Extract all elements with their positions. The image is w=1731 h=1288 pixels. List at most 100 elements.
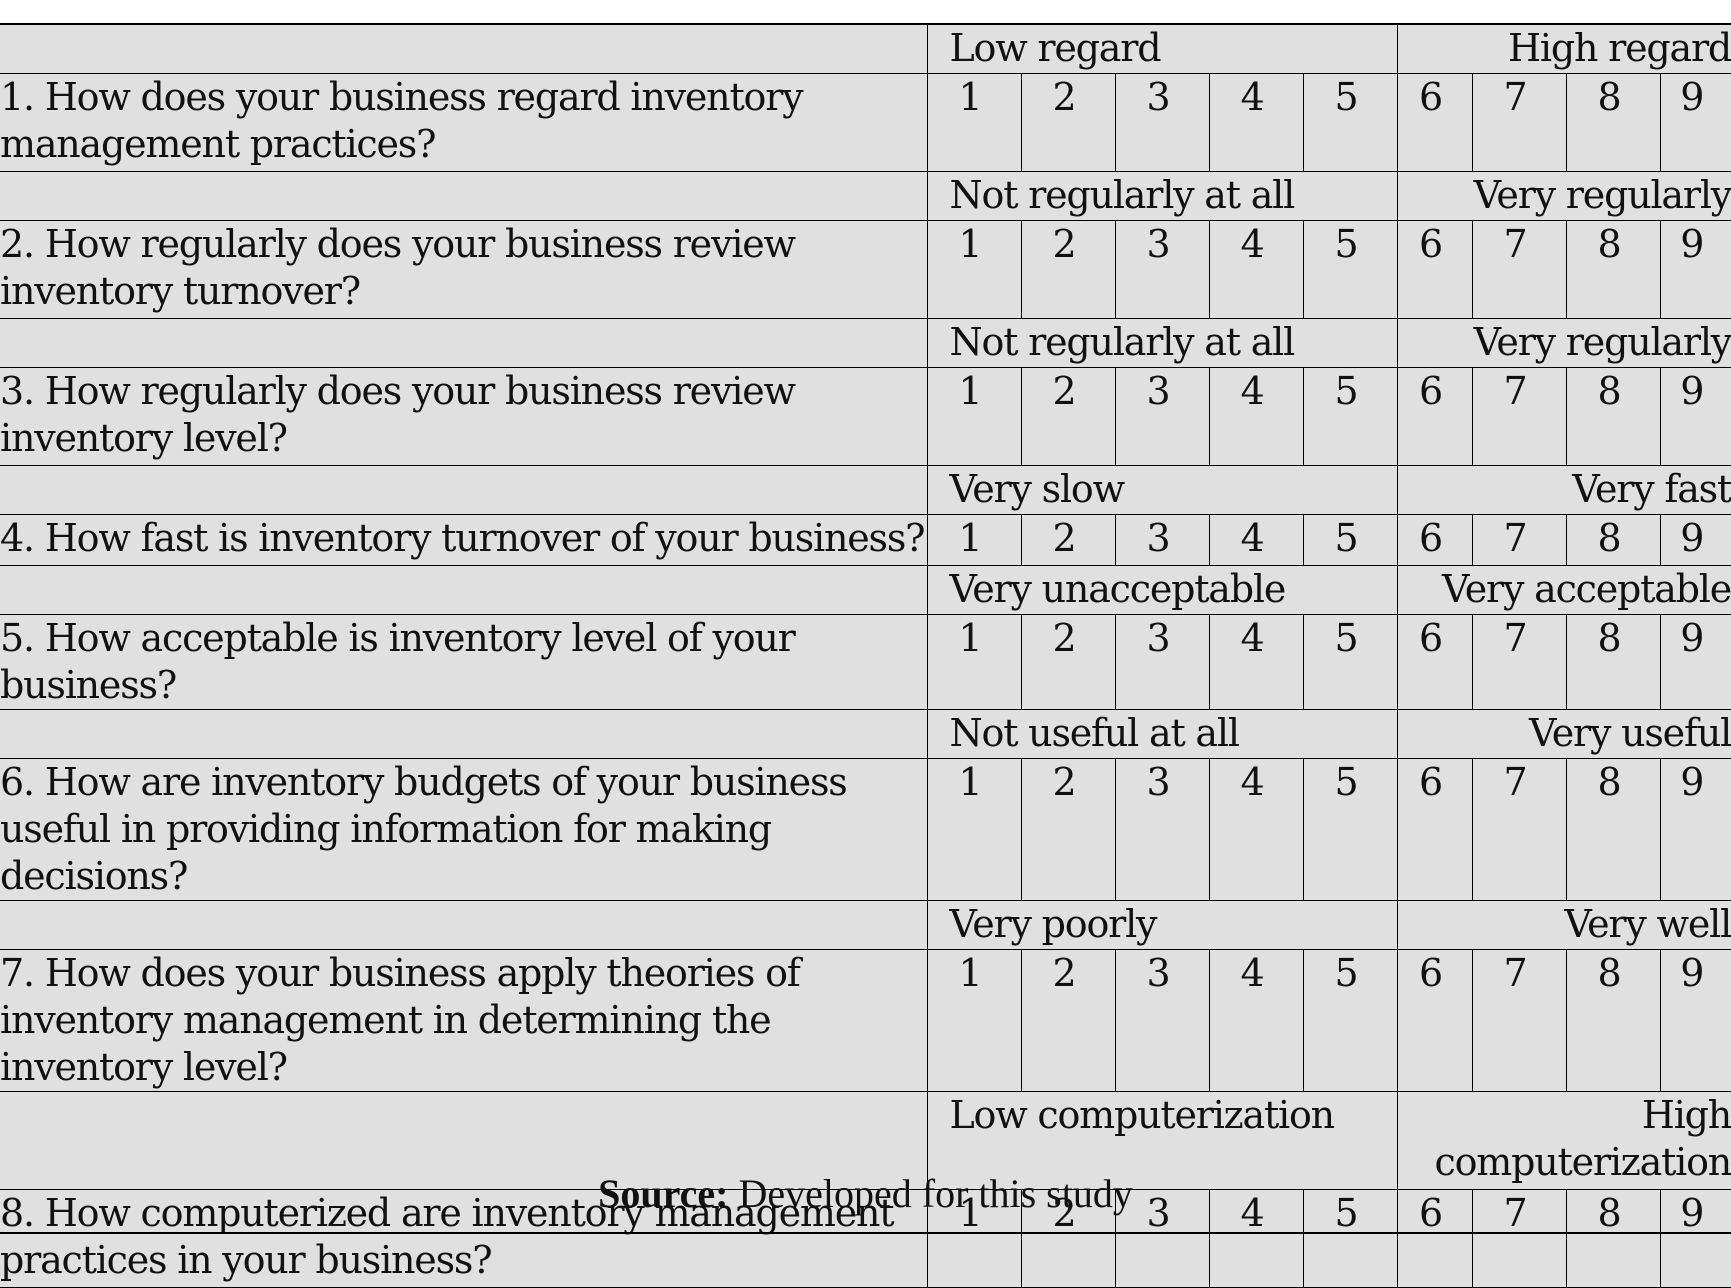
scale-option-2[interactable]: 2 <box>1020 513 1116 566</box>
scale-value: 8 <box>1597 368 1622 413</box>
scale-option-9[interactable]: 9 <box>1659 72 1731 172</box>
scale-option-7[interactable]: 7 <box>1471 513 1567 566</box>
scale-option-3[interactable]: 3 <box>1114 366 1210 466</box>
scale-option-7[interactable]: 7 <box>1471 757 1567 901</box>
scale-option-7[interactable]: 7 <box>1471 72 1567 172</box>
scale-option-5[interactable]: 5 <box>1302 513 1398 566</box>
scale-option-8[interactable]: 8 <box>1565 366 1661 466</box>
scale-option-5[interactable]: 5 <box>1302 757 1398 901</box>
scale-option-4[interactable]: 4 <box>1208 72 1304 172</box>
scale-option-9[interactable]: 9 <box>1659 513 1731 566</box>
high-anchor-label: Very fast <box>1396 464 1731 515</box>
scale-value: 5 <box>1334 1190 1359 1235</box>
scale-value: 3 <box>1146 1190 1171 1235</box>
scale-option-3[interactable]: 3 <box>1114 219 1210 319</box>
scale-option-6[interactable]: 6 <box>1396 72 1473 172</box>
scale-value: 4 <box>1240 515 1265 560</box>
scale-value: 9 <box>1680 515 1704 560</box>
scale-option-1[interactable]: 1 <box>926 72 1022 172</box>
scale-option-2[interactable]: 2 <box>1020 948 1116 1092</box>
scale-option-3[interactable]: 3 <box>1114 513 1210 566</box>
question-text: 7. How does your business apply theories… <box>0 948 928 1092</box>
scale-option-6[interactable]: 6 <box>1396 366 1473 466</box>
scale-option-4[interactable]: 4 <box>1208 219 1304 319</box>
scale-value: 4 <box>1240 615 1265 660</box>
scale-value: 2 <box>1052 221 1077 266</box>
scale-option-1[interactable]: 1 <box>926 219 1022 319</box>
scale-value: 6 <box>1419 74 1443 119</box>
scale-value: 5 <box>1334 368 1359 413</box>
scale-label-row: Low computerization High computerization <box>0 1090 1731 1190</box>
scale-option-5[interactable]: 5 <box>1302 72 1398 172</box>
scale-option-9[interactable]: 9 <box>1659 948 1731 1092</box>
scale-option-6[interactable]: 6 <box>1396 219 1473 319</box>
question-text: 6. How are inventory budgets of your bus… <box>0 757 928 901</box>
scale-option-5[interactable]: 5 <box>1302 219 1398 319</box>
scale-value: 8 <box>1597 74 1622 119</box>
scale-option-2[interactable]: 2 <box>1020 757 1116 901</box>
scale-option-2[interactable]: 2 <box>1020 613 1116 710</box>
scale-option-1[interactable]: 1 <box>926 366 1022 466</box>
scale-option-9[interactable]: 9 <box>1659 613 1731 710</box>
scale-option-8[interactable]: 8 <box>1565 72 1661 172</box>
scale-option-6[interactable]: 6 <box>1396 948 1473 1092</box>
scale-option-3[interactable]: 3 <box>1114 757 1210 901</box>
scale-option-1[interactable]: 1 <box>926 513 1022 566</box>
scale-option-4[interactable]: 4 <box>1208 948 1304 1092</box>
scale-option-8[interactable]: 8 <box>1565 513 1661 566</box>
scale-option-5[interactable]: 5 <box>1302 613 1398 710</box>
scale-option-1[interactable]: 1 <box>926 613 1022 710</box>
scale-value: 4 <box>1240 74 1265 119</box>
scale-option-7[interactable]: 7 <box>1471 948 1567 1092</box>
scale-option-5[interactable]: 5 <box>1302 366 1398 466</box>
scale-option-8[interactable]: 8 <box>1565 757 1661 901</box>
scale-value: 7 <box>1503 1190 1528 1235</box>
scale-option-7[interactable]: 7 <box>1471 366 1567 466</box>
source-note: Source: Developed for this study <box>0 1170 1731 1218</box>
scale-option-9[interactable]: 9 <box>1659 757 1731 901</box>
question-text: 1. How does your business regard invento… <box>0 72 928 172</box>
scale-option-4[interactable]: 4 <box>1208 757 1304 901</box>
high-anchor-label: Very regularly <box>1396 170 1731 221</box>
scale-option-8[interactable]: 8 <box>1565 219 1661 319</box>
scale-option-3[interactable]: 3 <box>1114 72 1210 172</box>
scale-option-6[interactable]: 6 <box>1396 513 1473 566</box>
scale-option-8[interactable]: 8 <box>1565 948 1661 1092</box>
scale-value: 4 <box>1240 1190 1265 1235</box>
scale-label-row: Not regularly at all Very regularly <box>0 317 1731 368</box>
scale-option-4[interactable]: 4 <box>1208 513 1304 566</box>
scale-option-1[interactable]: 1 <box>926 948 1022 1092</box>
scale-option-5[interactable]: 5 <box>1302 948 1398 1092</box>
scale-option-3[interactable]: 3 <box>1114 613 1210 710</box>
scale-value: 5 <box>1334 759 1359 804</box>
scale-option-4[interactable]: 4 <box>1208 613 1304 710</box>
scale-option-9[interactable]: 9 <box>1659 366 1731 466</box>
scale-option-7[interactable]: 7 <box>1471 613 1567 710</box>
question-text: 3. How regularly does your business revi… <box>0 366 928 466</box>
question-row: 1. How does your business regard invento… <box>0 72 1731 172</box>
scale-value: 2 <box>1052 515 1077 560</box>
question-row: 7. How does your business apply theories… <box>0 948 1731 1092</box>
scale-value: 8 <box>1597 759 1622 804</box>
scale-value: 2 <box>1052 615 1077 660</box>
scale-option-6[interactable]: 6 <box>1396 613 1473 710</box>
low-anchor-label: Low regard <box>926 23 1398 74</box>
source-text: Developed for this study <box>728 1171 1133 1216</box>
scale-option-3[interactable]: 3 <box>1114 948 1210 1092</box>
scale-option-9[interactable]: 9 <box>1659 219 1731 319</box>
scale-option-1[interactable]: 1 <box>926 757 1022 901</box>
scale-option-4[interactable]: 4 <box>1208 366 1304 466</box>
scale-option-2[interactable]: 2 <box>1020 366 1116 466</box>
scale-value: 3 <box>1146 615 1171 660</box>
blank-cell <box>0 564 928 615</box>
scale-option-7[interactable]: 7 <box>1471 219 1567 319</box>
scale-option-2[interactable]: 2 <box>1020 219 1116 319</box>
high-anchor-label: Very acceptable <box>1396 564 1731 615</box>
scale-option-2[interactable]: 2 <box>1020 72 1116 172</box>
scale-option-6[interactable]: 6 <box>1396 757 1473 901</box>
scale-value: 7 <box>1503 221 1528 266</box>
scale-value: 5 <box>1334 221 1359 266</box>
scale-value: 1 <box>958 368 983 413</box>
scale-option-8[interactable]: 8 <box>1565 613 1661 710</box>
scale-value: 9 <box>1680 950 1704 995</box>
